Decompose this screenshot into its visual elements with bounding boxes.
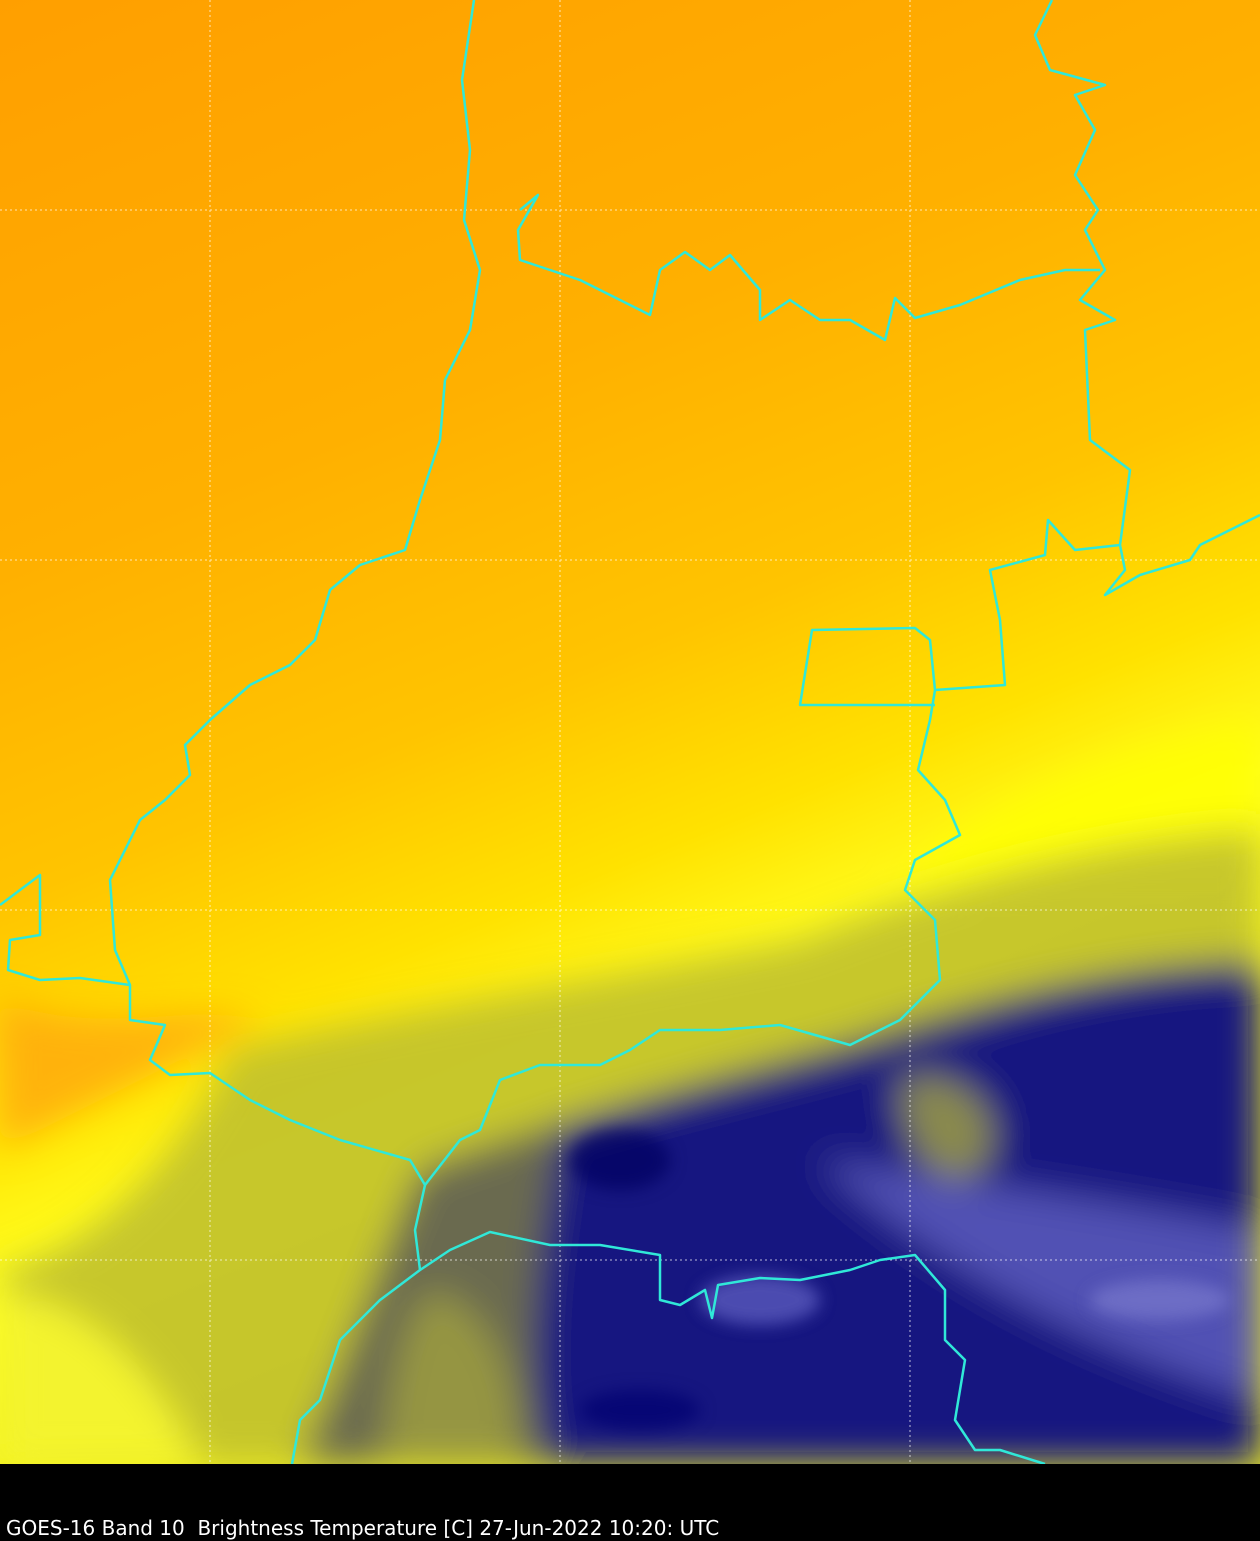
cloud-detail (570, 1130, 1230, 1430)
graticule (0, 0, 1260, 1464)
caption: GOES-16 Band 10 Brightness Temperature [… (6, 1516, 720, 1540)
borders (0, 0, 1260, 1464)
cloud-layers (0, 720, 1260, 1464)
satellite-image (0, 0, 1260, 1464)
